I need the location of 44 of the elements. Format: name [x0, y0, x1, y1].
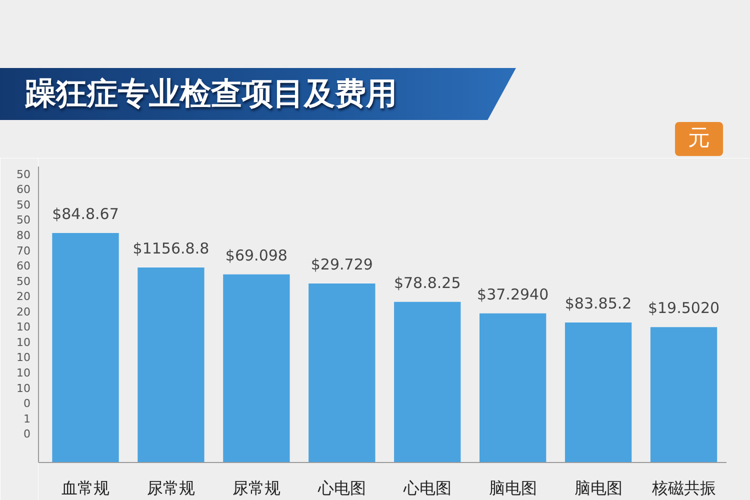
text: 20 [16, 305, 31, 318]
bar [138, 267, 204, 462]
bar [52, 233, 119, 462]
y-axis-title: 元 [675, 122, 723, 156]
x-tick-label: 核磁共振 [650, 478, 716, 498]
bar [480, 313, 546, 462]
annotation: $29.729 [310, 256, 373, 274]
chart-title: 躁狂症专业检查项目及费用 [25, 75, 397, 114]
bar [650, 327, 718, 462]
x-tick-label: 血常规 [62, 478, 110, 498]
bar [564, 322, 632, 462]
x-tick-label: 尿常规 [232, 478, 280, 498]
annotation: $83.85.2 [564, 294, 632, 313]
annotation: $84.8.67 [52, 205, 119, 224]
text: 50 [16, 198, 31, 212]
x-tick-label: 尿常规 [146, 478, 195, 498]
text: 60 [16, 183, 31, 196]
text: 0 [24, 428, 30, 441]
annotation: $69.098 [225, 246, 288, 264]
x-tick-label: 脑电图 [488, 478, 537, 498]
text: 70 [16, 244, 31, 258]
text: 10 [16, 366, 31, 380]
text: 80 [16, 229, 31, 242]
text: 10 [16, 336, 31, 349]
annotation: $19.5020 [648, 299, 720, 318]
annotation: $37.2940 [477, 285, 549, 304]
bar [223, 274, 290, 462]
text: 50 [16, 168, 31, 181]
annotation: $78.8.25 [394, 274, 461, 292]
x-tick-label: 脑电图 [574, 478, 622, 498]
x-tick-label: 心电图 [316, 478, 366, 498]
text: 50 [16, 274, 31, 288]
bar [308, 284, 376, 462]
text: 0 [24, 397, 30, 410]
text: 20 [16, 290, 31, 304]
text: 1 [24, 412, 30, 426]
text: 60 [16, 260, 31, 273]
text: 50 [16, 214, 31, 227]
x-tick-label: 心电图 [402, 478, 452, 498]
text: 10 [16, 382, 31, 395]
text: 10 [16, 351, 31, 364]
annotation: $1156.8.8 [132, 239, 210, 258]
text: 10 [16, 320, 31, 334]
bar [394, 302, 461, 462]
